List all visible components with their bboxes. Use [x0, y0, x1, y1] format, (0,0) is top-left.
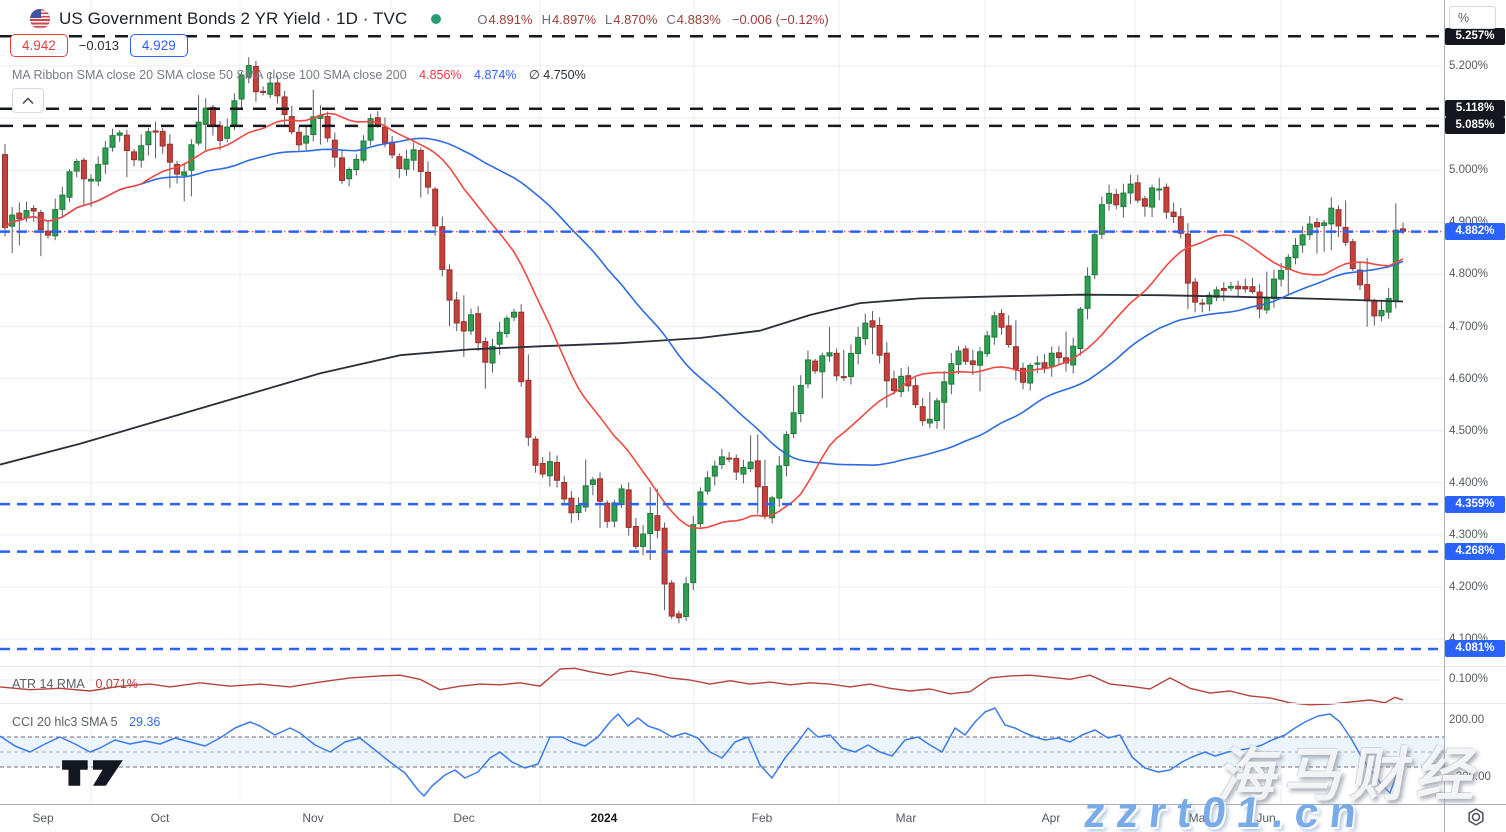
time-axis-label: Apr — [1041, 811, 1061, 825]
time-axis-label: Dec — [453, 811, 475, 825]
atr-label[interactable]: ATR 14 RMA — [12, 677, 85, 691]
market-status-dot — [431, 14, 442, 24]
time-axis-label: May — [1188, 811, 1212, 825]
time-axis-label: Jun — [1256, 811, 1276, 825]
collapse-legend-button[interactable] — [12, 88, 44, 113]
atr-legend[interactable]: ATR 14 RMA 0.071% — [12, 677, 138, 691]
symbol-title[interactable]: US Government Bonds 2 YR Yield · 1D · TV… — [59, 9, 408, 28]
price-tick: 4.200% — [1449, 581, 1489, 593]
price-tick: 5.200% — [1449, 60, 1489, 72]
time-axis-label: Sep — [32, 811, 54, 825]
open-label: O — [477, 11, 488, 27]
price-axis-unit-button[interactable]: % — [1449, 6, 1496, 29]
change-value: −0.006 (−0.12%) — [731, 11, 829, 27]
high-value: 4.897% — [551, 11, 597, 27]
time-axis-label: Mar — [895, 811, 917, 825]
price-level-tag: 4.882% — [1445, 223, 1505, 241]
symbol-header: US Government Bonds 2 YR Yield · 1D · TV… — [30, 6, 838, 32]
atr-line — [0, 667, 1404, 706]
flag-canton — [30, 9, 41, 19]
time-axis-label: 2024 — [590, 811, 618, 825]
sma-20-line — [4, 112, 1404, 530]
ask-price-button[interactable]: 4.929 — [129, 34, 188, 57]
price-level-tag: 4.359% — [1445, 495, 1505, 513]
chevron-up-icon — [22, 97, 34, 104]
close-label: C — [666, 11, 676, 27]
price-tick: 4.400% — [1449, 476, 1489, 489]
price-tick: 5.000% — [1449, 164, 1489, 177]
high-label: H — [541, 11, 551, 27]
ma-ribbon-label[interactable]: MA Ribbon SMA close 20 SMA close 50 SMA … — [12, 68, 407, 82]
quote-change: −0.013 — [78, 38, 119, 53]
sma-50-line — [4, 137, 1404, 467]
cci-line — [0, 707, 1404, 797]
ohlc-values: O 4.891% H 4.897% L 4.870% C 4.883% −0.0… — [477, 12, 837, 27]
quote-row: 4.942 −0.013 4.929 — [10, 34, 188, 57]
cci-legend[interactable]: CCI 20 hlc3 SMA 5 29.36 — [12, 715, 160, 729]
cci-value: 29.36 — [129, 715, 161, 729]
price-level-tag: 5.257% — [1445, 27, 1505, 45]
cci-label[interactable]: CCI 20 hlc3 SMA 5 — [12, 715, 118, 729]
price-tick: 4.300% — [1449, 528, 1489, 541]
axis-settings-gear-icon[interactable] — [1466, 807, 1486, 827]
time-axis-label: Oct — [150, 811, 170, 825]
sma-200-line — [0, 293, 1404, 466]
ma-sma20-value: 4.856% — [419, 68, 462, 82]
watermark-url: zzrt01.cn — [1081, 789, 1370, 832]
time-axis-label: Feb — [751, 811, 773, 825]
tradingview-logo[interactable] — [52, 757, 134, 789]
close-value: 4.883% — [676, 11, 721, 27]
low-label: L — [605, 11, 613, 27]
cci-axis-tick-bottom: −200.00 — [1449, 771, 1491, 783]
atr-value: 0.071% — [95, 677, 138, 691]
bid-price-button[interactable]: 4.942 — [10, 34, 68, 57]
us-flag-icon — [30, 9, 50, 29]
candles-series — [2, 57, 1406, 624]
price-level-tag: 4.268% — [1445, 543, 1505, 561]
open-value: 4.891% — [488, 11, 533, 27]
price-tick: 4.700% — [1449, 320, 1489, 333]
low-value: 4.870% — [613, 11, 658, 27]
ma-average-value: ∅ 4.750% — [528, 68, 586, 82]
price-tick: 4.600% — [1449, 372, 1489, 385]
price-tick: 4.500% — [1449, 424, 1489, 437]
time-axis-label: Nov — [302, 811, 324, 825]
price-level-tag: 5.118% — [1445, 100, 1505, 118]
ma-ribbon-legend[interactable]: MA Ribbon SMA close 20 SMA close 50 SMA … — [12, 67, 586, 82]
price-tick: 4.800% — [1449, 268, 1489, 281]
cci-axis-tick-top: 200.00 — [1449, 714, 1485, 726]
price-level-tag: 5.085% — [1445, 117, 1505, 135]
price-level-tag: 4.081% — [1445, 640, 1505, 658]
ma-sma50-value: 4.874% — [474, 68, 517, 82]
atr-axis-tick: 0.100% — [1449, 673, 1489, 685]
